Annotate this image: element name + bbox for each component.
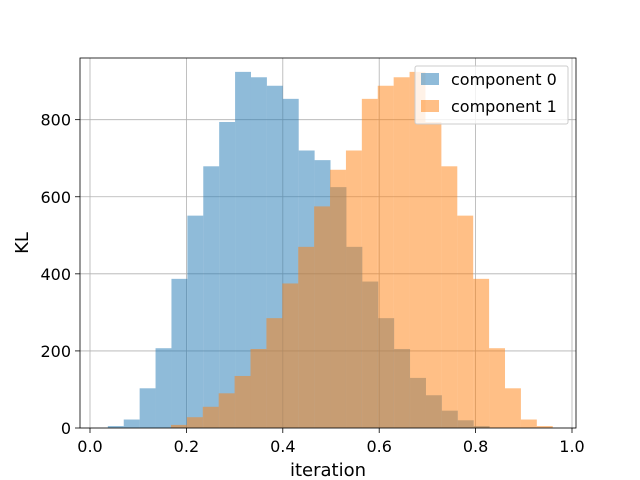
histogram-bar-component-1 <box>186 417 203 428</box>
histogram-bar-component-0 <box>203 166 220 429</box>
legend-box <box>414 65 569 125</box>
histogram-bar-component-0 <box>235 71 251 428</box>
histogram-bar-component-0 <box>155 348 172 428</box>
histogram-bar-component-1 <box>361 98 378 429</box>
histogram-bar-component-1 <box>377 85 394 428</box>
histogram-bar-component-0 <box>123 419 140 428</box>
legend-label-component-0: component 0 <box>451 70 557 89</box>
histogram-bar-component-1 <box>441 166 458 429</box>
y-tick-label: 600 <box>40 188 71 207</box>
histogram-bar-component-1 <box>330 169 346 429</box>
legend: component 0 component 1 <box>414 65 569 125</box>
histogram-bar-component-0 <box>107 426 124 428</box>
histogram-bar-component-1 <box>473 278 490 428</box>
histogram-bar-component-1 <box>234 375 251 428</box>
histogram-bar-component-0 <box>219 121 236 429</box>
histogram-bar-component-0 <box>250 77 267 428</box>
histogram-bar-component-0 <box>171 278 188 428</box>
y-tick-label: 200 <box>40 342 71 361</box>
histogram-bar-component-0 <box>139 388 156 428</box>
histogram-bar-component-1 <box>520 419 537 428</box>
histogram-bar-component-0 <box>187 215 204 428</box>
histogram-bar-component-1 <box>314 206 331 428</box>
series-component-1-bars <box>170 71 553 429</box>
x-tick-label: 0.2 <box>174 437 199 456</box>
y-axis-ticks: 0 200 400 600 800 <box>40 111 80 438</box>
histogram-bar-component-1 <box>170 424 187 428</box>
x-tick-label: 0.8 <box>463 437 488 456</box>
histogram-bar-component-1 <box>409 71 426 428</box>
plot-frame <box>79 57 577 429</box>
legend-swatch-component-1 <box>421 100 439 112</box>
histogram-bar-component-1 <box>202 406 219 428</box>
histogram-bar-component-1 <box>425 121 442 429</box>
histogram-bar-component-1 <box>457 215 474 428</box>
x-tick-label: 1.0 <box>559 437 584 456</box>
x-axis-ticks: 0.0 0.2 0.4 0.6 0.8 1.0 <box>77 428 585 456</box>
x-axis-label: iteration <box>290 460 366 480</box>
histogram-bar-component-1 <box>393 77 410 428</box>
x-tick-label: 0.0 <box>77 437 102 456</box>
histogram-bar-component-1 <box>489 348 506 428</box>
histogram-bar-component-1 <box>505 388 521 428</box>
histogram-bar-component-1 <box>218 393 235 428</box>
histogram-bar-component-1 <box>250 348 267 428</box>
histogram-bar-component-1 <box>298 246 315 428</box>
y-tick-label: 400 <box>40 265 71 284</box>
x-tick-label: 0.6 <box>366 437 391 456</box>
y-axis-label: KL <box>12 232 33 254</box>
legend-label-component-1: component 1 <box>451 97 557 116</box>
y-tick-label: 0 <box>61 419 71 438</box>
x-tick-label: 0.4 <box>270 437 295 456</box>
histogram-bar-component-1 <box>282 283 299 428</box>
histogram-bar-component-1 <box>345 150 362 428</box>
legend-swatch-component-0 <box>421 73 439 85</box>
histogram-bar-component-1 <box>536 426 553 428</box>
y-tick-label: 800 <box>40 111 71 130</box>
histogram-bar-component-1 <box>266 318 283 428</box>
